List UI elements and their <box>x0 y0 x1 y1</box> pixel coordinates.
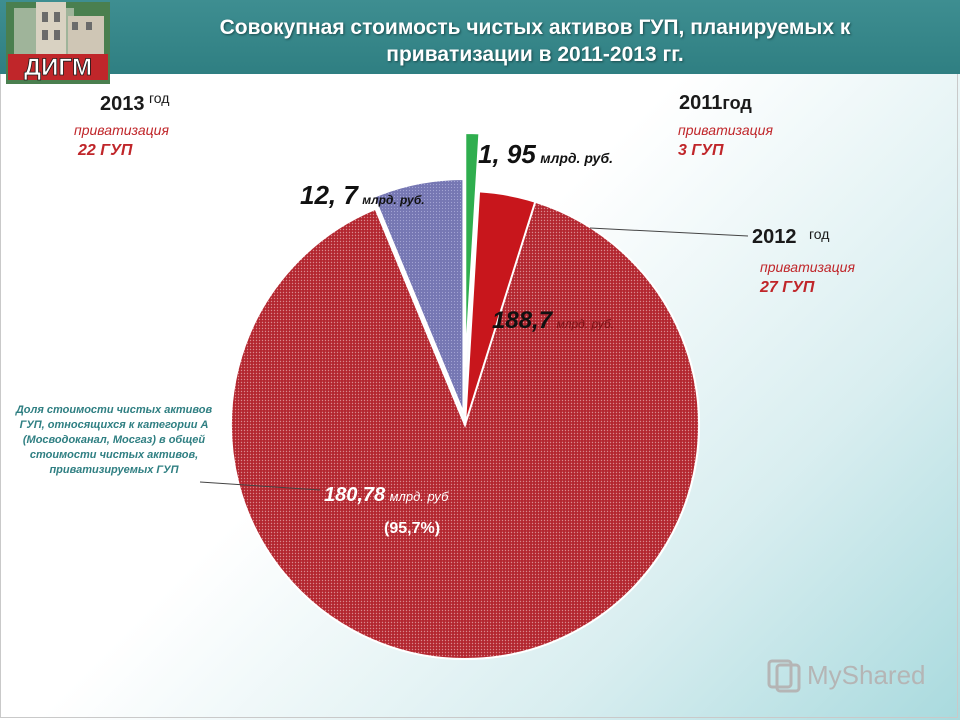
unit-2011: млрд. руб. <box>540 150 614 166</box>
label-2013: 2013 год <box>100 90 170 116</box>
logo-text: ДИГМ <box>24 54 92 81</box>
label-2012: 2012 год <box>752 226 829 249</box>
gup-2012: 27 ГУП <box>760 279 815 296</box>
priv-2011: приватизация <box>678 122 773 138</box>
pie-slice-2011 <box>464 131 481 368</box>
page-title: Совокупная стоимость чистых активов ГУП,… <box>120 14 950 68</box>
priv-2013: приватизация <box>74 122 169 138</box>
god-2012: год <box>808 226 830 242</box>
priv-2012: приватизация <box>760 259 855 275</box>
leader-note <box>199 481 321 491</box>
title-line-2: приватизации в 2011-2013 гг. <box>386 43 684 66</box>
header-bar: Совокупная стоимость чистых активов ГУП,… <box>0 0 960 74</box>
pct-cat-a: (95,7%) <box>384 520 441 537</box>
year-2012: 2012 <box>752 226 797 248</box>
pie-subslice-category-a <box>230 200 700 660</box>
value-cat-a: 180,78 <box>324 484 386 506</box>
slice-label-2013: 12, 7 млрд. руб. <box>300 180 425 211</box>
slice-label-2012: 188,7 млрд. руб. <box>492 307 614 335</box>
watermark-text: MyShared <box>807 660 926 690</box>
unit-2013: млрд. руб. <box>362 193 425 207</box>
digm-logo: ДИГМ <box>6 2 110 84</box>
watermark: MyShared <box>765 655 935 695</box>
label-2011: 2011год <box>679 92 752 115</box>
slice-label-2011: 1, 95 млрд. руб. <box>478 139 613 170</box>
leader-2012 <box>589 227 749 237</box>
year-2013: 2013 <box>100 93 145 115</box>
god-2011: год <box>722 93 752 113</box>
god-2013: год <box>148 90 170 106</box>
title-line-1: Совокупная стоимость чистых активов ГУП,… <box>219 16 851 39</box>
value-2012: 188,7 <box>492 307 553 334</box>
watermark-icon <box>767 659 801 693</box>
unit-2012: млрд. руб. <box>556 317 615 331</box>
gup-2013: 22 ГУП <box>78 142 133 159</box>
unit-cat-a: млрд. руб <box>389 489 449 504</box>
category-a-note: Доля стоимости чистых активов ГУП, относ… <box>15 404 213 476</box>
year-2011: 2011 <box>679 92 723 114</box>
slice-label-cat-a: 180,78 млрд. руб <box>324 484 448 507</box>
value-2011: 1, 95 <box>478 139 536 169</box>
pie-slice-2013 <box>372 177 465 414</box>
gup-2011: 3 ГУП <box>678 142 724 159</box>
value-2013: 12, 7 <box>300 180 358 210</box>
